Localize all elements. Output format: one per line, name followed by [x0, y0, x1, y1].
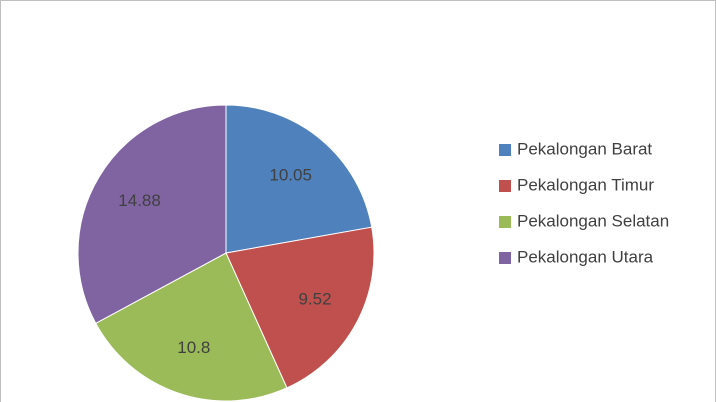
- legend-swatch: [499, 216, 511, 228]
- pie-slice: [95, 252, 288, 402]
- data-label: 10.8: [177, 338, 210, 357]
- legend-label: Pekalongan Barat: [517, 139, 652, 158]
- legend-swatch: [499, 180, 511, 192]
- pie-slice: [77, 104, 227, 325]
- data-label: 14.88: [118, 191, 161, 210]
- pie-slice: [225, 226, 375, 389]
- legend-label: Pekalongan Selatan: [517, 211, 669, 230]
- data-label: 10.05: [269, 165, 312, 184]
- legend-label: Pekalongan Timur: [517, 175, 654, 194]
- pie-slice: [225, 104, 373, 254]
- legend-label: Pekalongan Utara: [517, 247, 654, 266]
- legend-swatch: [499, 252, 511, 264]
- legend-swatch: [499, 144, 511, 156]
- data-label: 9.52: [298, 289, 331, 308]
